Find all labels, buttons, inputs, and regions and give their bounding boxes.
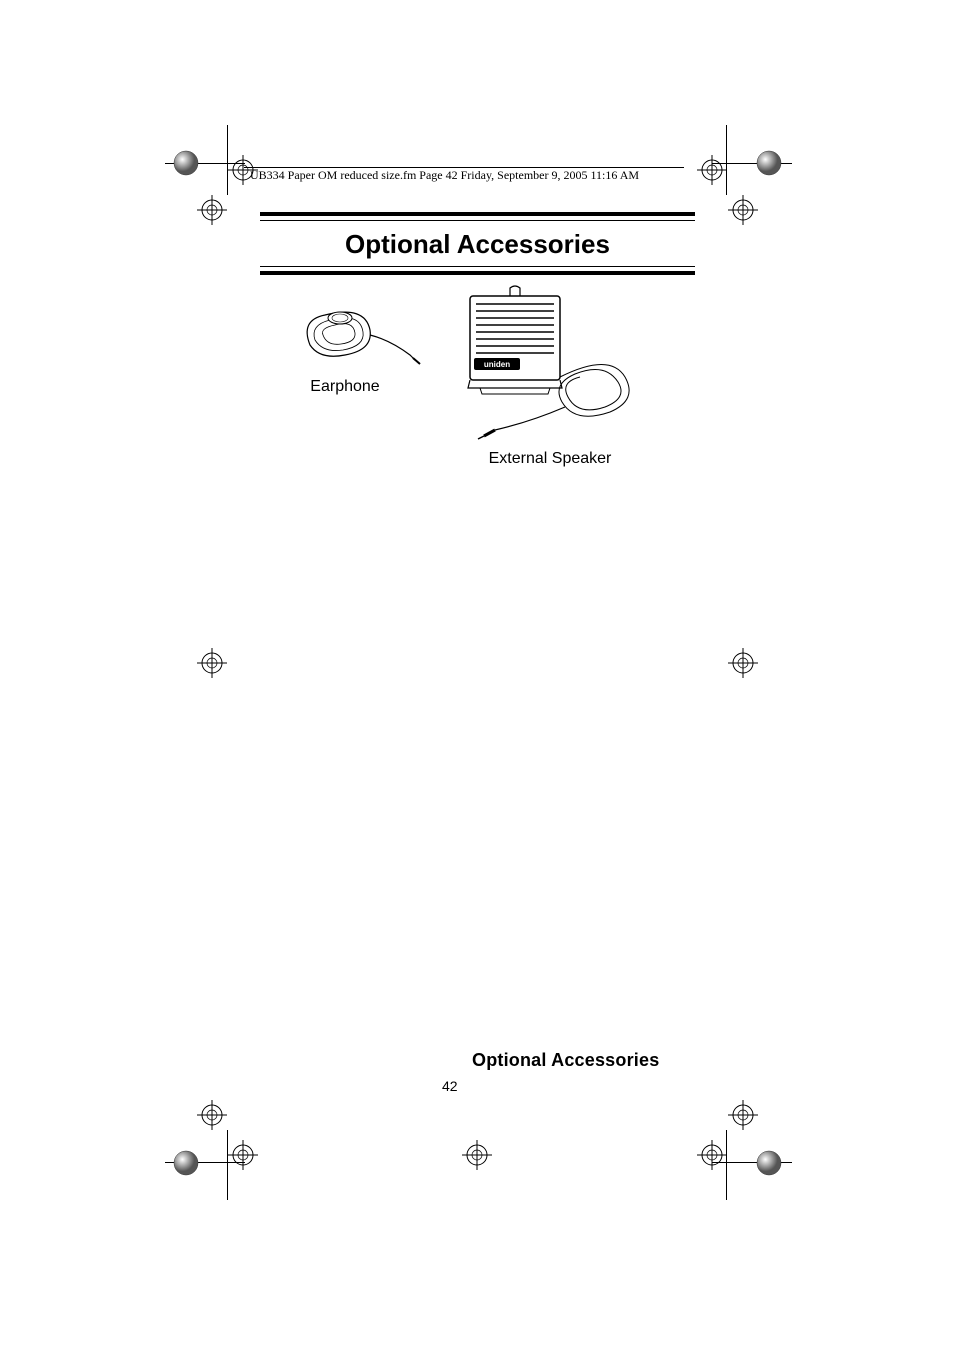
reg-mark	[462, 1140, 492, 1170]
title-rule-bot	[260, 271, 695, 275]
reg-mark	[728, 195, 758, 225]
reg-mark	[197, 648, 227, 678]
earphone-label: Earphone	[300, 378, 390, 396]
corner-ball-bl	[173, 1150, 199, 1176]
earphone-illustration	[295, 300, 425, 380]
speaker-illustration: uniden	[460, 282, 650, 442]
reg-mark	[697, 155, 727, 185]
title-block: Optional Accessories	[260, 212, 695, 275]
reg-mark	[728, 648, 758, 678]
reg-mark	[197, 195, 227, 225]
corner-ball-tr	[756, 150, 782, 176]
header-text: UB334 Paper OM reduced size.fm Page 42 F…	[250, 168, 639, 183]
footer-section: Optional Accessories	[472, 1050, 659, 1071]
page-title: Optional Accessories	[260, 229, 695, 260]
reg-mark	[197, 1100, 227, 1130]
page-number: 42	[442, 1078, 458, 1094]
corner-ball-br	[756, 1150, 782, 1176]
reg-mark	[228, 1140, 258, 1170]
reg-mark	[728, 1100, 758, 1130]
reg-mark	[697, 1140, 727, 1170]
speaker-label: External Speaker	[470, 450, 630, 468]
corner-ball-tl	[173, 150, 199, 176]
svg-text:uniden: uniden	[484, 360, 510, 369]
